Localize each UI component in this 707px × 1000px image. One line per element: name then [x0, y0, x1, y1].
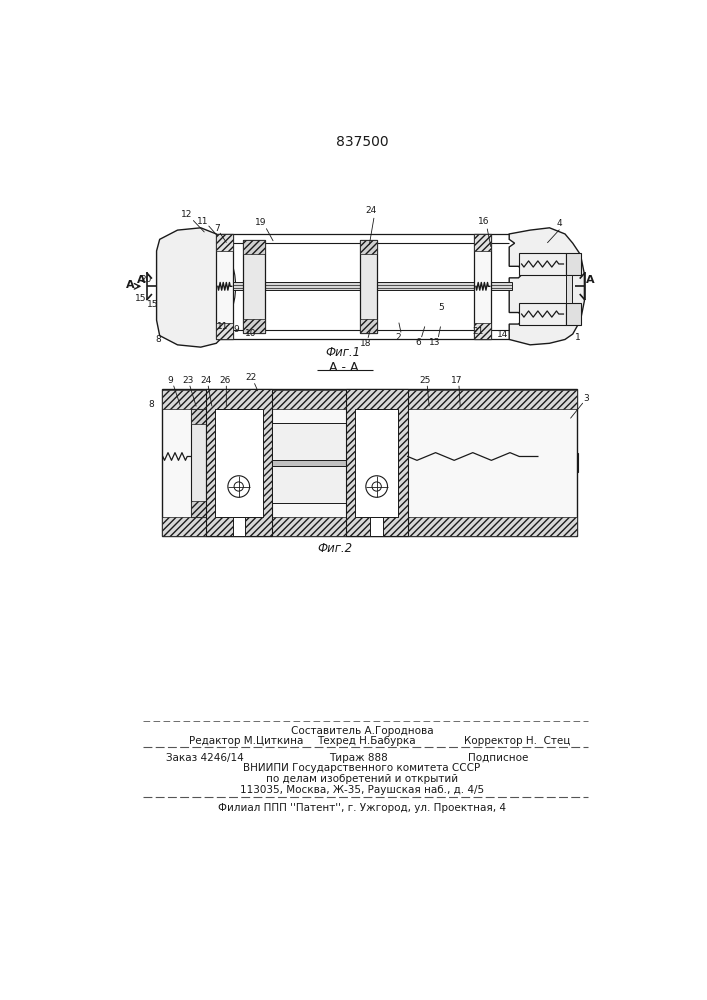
Text: 16: 16 [478, 217, 489, 226]
Bar [243, 240, 265, 333]
Bar [243, 319, 265, 333]
Circle shape [228, 476, 250, 497]
Bar [474, 323, 491, 339]
Text: 18: 18 [360, 339, 372, 348]
Polygon shape [538, 409, 578, 517]
Bar [206, 389, 272, 536]
Text: 13: 13 [429, 338, 440, 347]
Text: 2: 2 [395, 333, 401, 342]
Text: Корректор Н.  Стец: Корректор Н. Стец [464, 736, 571, 746]
Text: 8: 8 [156, 335, 161, 344]
Bar [216, 234, 233, 339]
Text: 26: 26 [219, 376, 230, 385]
Bar [566, 275, 572, 303]
Text: по делам изобретений и открытий: по делам изобретений и открытий [266, 774, 458, 784]
Bar [233, 282, 513, 290]
Bar [519, 253, 566, 275]
Bar [474, 234, 491, 339]
Text: 4: 4 [557, 219, 562, 228]
Bar [566, 303, 581, 325]
Bar [191, 409, 206, 517]
Text: 7: 7 [214, 224, 220, 233]
Bar [566, 253, 581, 275]
Bar [191, 409, 206, 424]
Bar [216, 323, 233, 339]
Bar [519, 303, 566, 325]
Circle shape [366, 476, 387, 497]
Text: 6: 6 [415, 338, 421, 347]
Bar [233, 517, 245, 536]
Text: 837500: 837500 [336, 135, 388, 149]
Bar [355, 409, 398, 517]
Text: 1: 1 [575, 333, 581, 342]
Bar [216, 409, 263, 517]
Text: 23: 23 [182, 376, 193, 385]
Text: Техред Н.Бабурка: Техред Н.Бабурка [317, 736, 416, 746]
Polygon shape [509, 228, 585, 345]
Bar [360, 240, 377, 333]
Bar [162, 389, 577, 536]
Text: 19: 19 [255, 218, 266, 227]
Bar [272, 423, 346, 503]
Bar [346, 389, 408, 536]
Text: 14: 14 [497, 330, 509, 339]
Bar [216, 234, 233, 251]
Text: Фиг.1: Фиг.1 [325, 346, 360, 359]
Text: 11: 11 [217, 322, 228, 331]
Text: 9: 9 [233, 325, 239, 334]
Text: Подписное: Подписное [468, 753, 529, 763]
Text: Фиг.2: Фиг.2 [317, 542, 352, 555]
Text: 5: 5 [438, 303, 444, 312]
Bar [191, 501, 206, 517]
Text: Редактор М.Циткина: Редактор М.Циткина [189, 736, 303, 746]
Bar [162, 517, 577, 536]
Text: Составитель А.Городнова: Составитель А.Городнова [291, 726, 433, 736]
Text: А - А: А - А [329, 361, 359, 374]
Text: Заказ 4246/14: Заказ 4246/14 [166, 753, 244, 763]
Text: 22: 22 [245, 373, 257, 382]
Circle shape [372, 482, 381, 491]
Text: 20: 20 [140, 275, 151, 284]
Text: 17: 17 [451, 376, 462, 385]
Bar [243, 240, 265, 254]
Text: 10: 10 [245, 329, 256, 338]
Bar [162, 389, 577, 409]
Bar [360, 240, 377, 254]
Text: A: A [136, 275, 146, 285]
Text: 25: 25 [420, 376, 431, 385]
Bar [272, 460, 346, 466]
Text: 15: 15 [147, 300, 158, 309]
Text: 9: 9 [167, 376, 173, 385]
Text: 21: 21 [472, 327, 484, 336]
Text: 11: 11 [197, 217, 209, 226]
Polygon shape [156, 228, 230, 347]
Text: ВНИИПИ Государственного комитета СССР: ВНИИПИ Государственного комитета СССР [243, 763, 481, 773]
Text: Тираж 888: Тираж 888 [329, 753, 387, 763]
Text: 24: 24 [201, 376, 212, 385]
Circle shape [234, 482, 243, 491]
Text: 24: 24 [366, 206, 377, 215]
Text: 113035, Москва, Ж-35, Раушская наб., д. 4/5: 113035, Москва, Ж-35, Раушская наб., д. … [240, 785, 484, 795]
Text: 3: 3 [583, 394, 588, 403]
Bar [360, 319, 377, 333]
Text: A: A [586, 275, 595, 285]
Text: 12: 12 [181, 210, 192, 219]
Text: 15: 15 [135, 294, 147, 303]
Text: A: A [127, 280, 135, 290]
Text: Филиал ППП ''Патент'', г. Ужгород, ул. Проектная, 4: Филиал ППП ''Патент'', г. Ужгород, ул. П… [218, 803, 506, 813]
Bar [370, 517, 383, 536]
Bar [474, 234, 491, 251]
Text: 8: 8 [148, 400, 154, 409]
